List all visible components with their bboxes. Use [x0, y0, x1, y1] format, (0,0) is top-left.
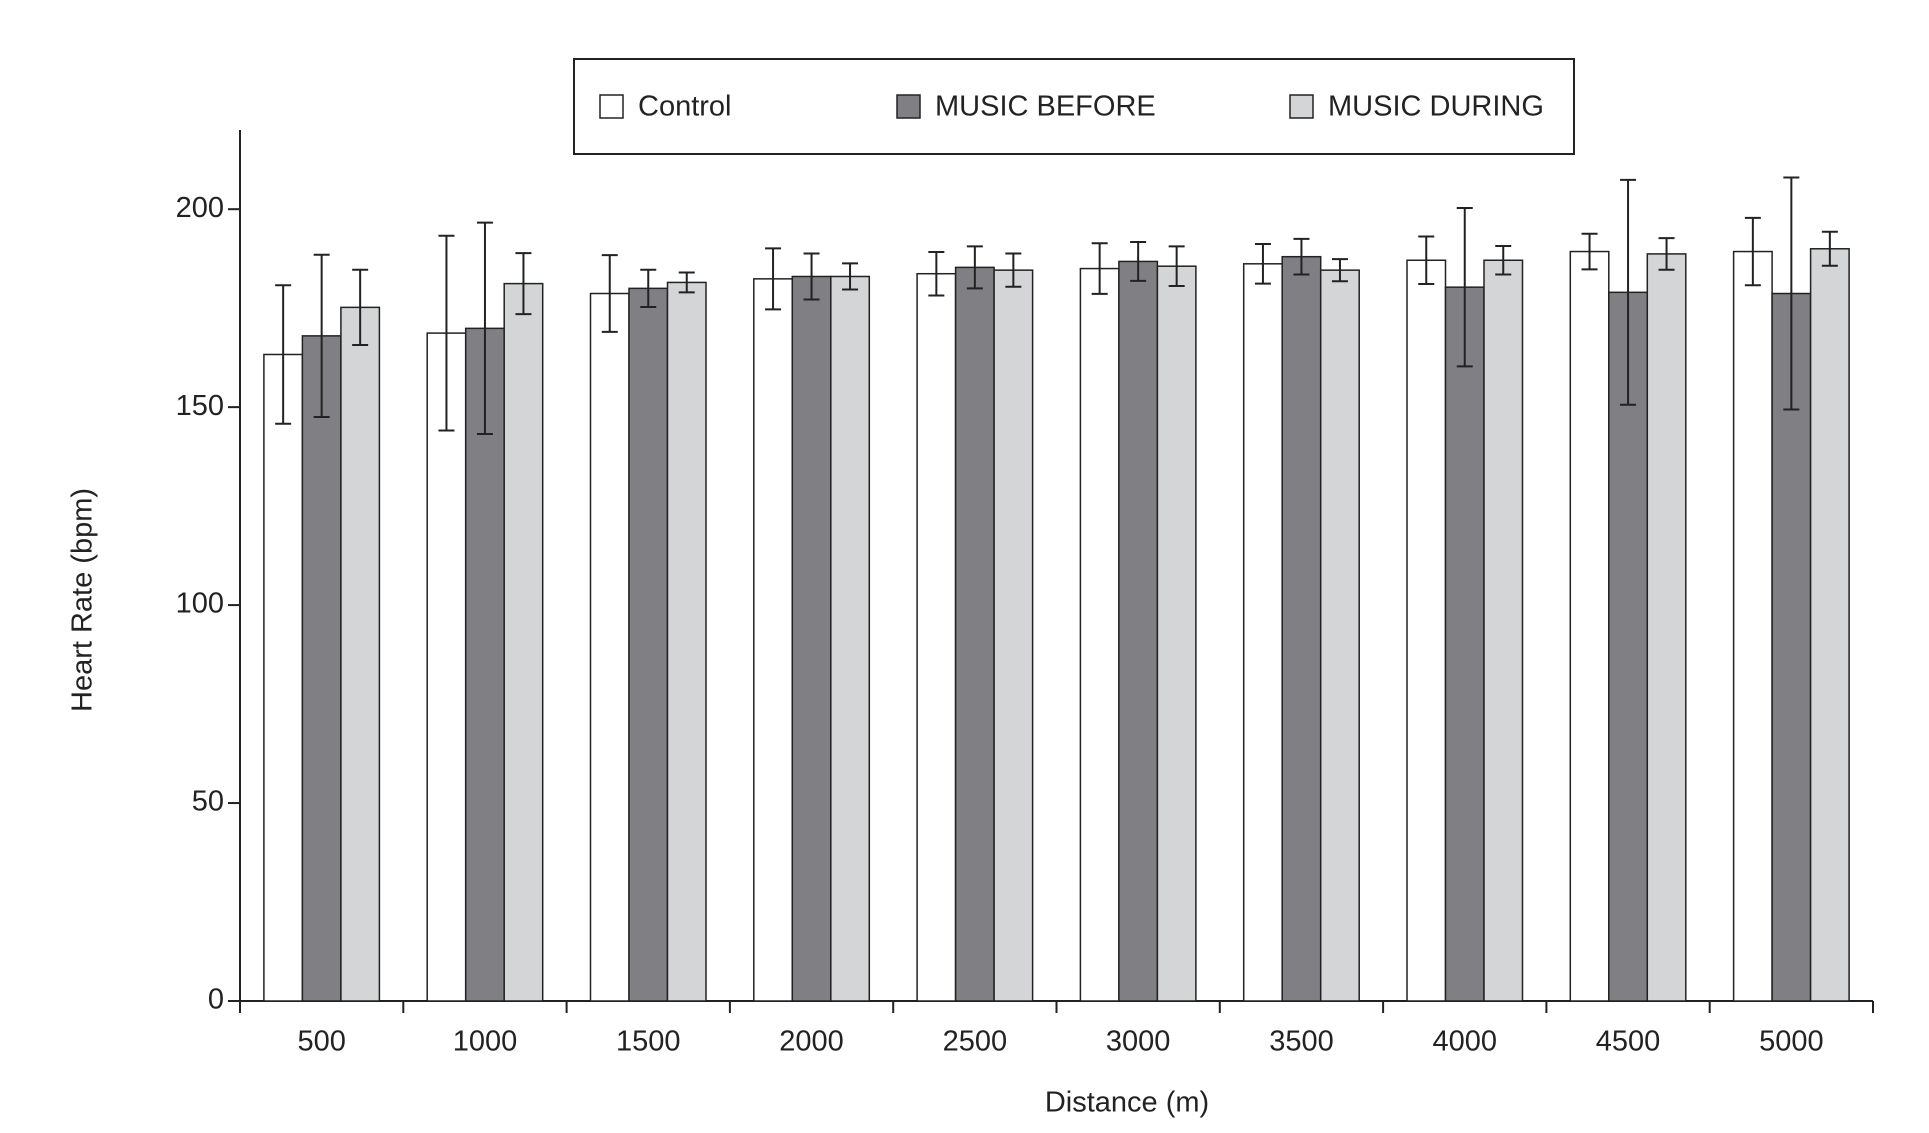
bar: [916, 272, 957, 1002]
y-tick-label: 50: [192, 786, 224, 818]
legend-box: [573, 58, 1575, 155]
bar: [1319, 269, 1360, 1002]
bar: [1608, 291, 1649, 1002]
legend-label: MUSIC DURING: [1328, 91, 1544, 123]
x-axis-label: Distance (m): [1045, 1087, 1209, 1119]
bar: [666, 281, 707, 1002]
error-bar: [1658, 237, 1675, 271]
error-bar: [515, 252, 532, 316]
error-bar: [1418, 235, 1435, 286]
x-tick-label: 1500: [616, 1026, 681, 1058]
bar: [1569, 250, 1610, 1002]
error-bar: [1581, 232, 1598, 271]
y-axis-label: Heart Rate (bpm): [67, 488, 99, 712]
error-bar: [1168, 245, 1185, 287]
error-bar: [1783, 176, 1800, 411]
error-bar: [928, 250, 945, 297]
error-bar: [640, 268, 657, 308]
error-bar: [678, 271, 695, 294]
bar: [1771, 292, 1812, 1002]
bar: [589, 292, 630, 1002]
bar: [753, 278, 794, 1002]
bar: [340, 306, 381, 1002]
error-bar: [1293, 237, 1310, 276]
bar: [263, 353, 304, 1002]
error-bar: [842, 262, 859, 291]
bar: [1444, 286, 1485, 1002]
error-bar: [1821, 230, 1838, 267]
bar: [791, 275, 832, 1002]
bar: [1079, 267, 1120, 1002]
error-bar: [1620, 178, 1637, 406]
bar: [1118, 260, 1159, 1002]
error-bar: [1005, 252, 1022, 288]
error-bar: [1130, 241, 1147, 282]
y-tick-label: 150: [176, 390, 224, 422]
error-bar: [1331, 258, 1348, 283]
bar: [1156, 265, 1197, 1002]
error-bar: [1495, 245, 1512, 276]
error-bar: [1254, 243, 1271, 285]
y-tick-label: 0: [208, 984, 224, 1016]
legend-label: Control: [638, 91, 732, 123]
bar: [1242, 263, 1283, 1002]
bar: [830, 275, 871, 1002]
error-bar: [765, 247, 782, 311]
x-tick-label: 2000: [779, 1026, 844, 1058]
error-bar: [438, 234, 455, 432]
x-tick-label: 5000: [1759, 1026, 1824, 1058]
bar: [954, 266, 995, 1002]
x-tick-label: 1000: [453, 1026, 518, 1058]
error-bar: [803, 252, 820, 301]
error-bar: [1456, 206, 1473, 368]
x-tick-label: 4500: [1596, 1026, 1661, 1058]
error-bar: [1744, 216, 1761, 287]
legend-label: MUSIC BEFORE: [935, 91, 1156, 123]
x-tick-label: 2500: [943, 1026, 1008, 1058]
bar: [503, 282, 544, 1002]
y-tick-label: 200: [176, 192, 224, 224]
bar: [1646, 253, 1687, 1002]
x-tick-label: 4000: [1432, 1026, 1497, 1058]
error-bar: [601, 254, 618, 333]
bar: [1406, 259, 1447, 1002]
y-tick-label: 100: [176, 588, 224, 620]
bar: [301, 335, 342, 1002]
error-bar: [275, 284, 292, 425]
error-bar: [313, 253, 330, 419]
x-tick-label: 3500: [1269, 1026, 1334, 1058]
legend-swatch: [599, 94, 624, 119]
bar: [993, 269, 1034, 1002]
error-bar: [476, 221, 493, 436]
x-tick-label: 500: [297, 1026, 345, 1058]
error-bar: [1091, 242, 1108, 295]
bar: [1732, 250, 1773, 1002]
bar: [1809, 248, 1850, 1002]
bar: [426, 332, 467, 1002]
error-bar: [966, 245, 983, 290]
bar: [628, 287, 669, 1002]
x-tick-label: 3000: [1106, 1026, 1171, 1058]
bar: [1483, 259, 1524, 1002]
legend-swatch: [896, 94, 921, 119]
legend-swatch: [1289, 94, 1314, 119]
error-bar: [352, 268, 369, 346]
bar: [1281, 255, 1322, 1002]
